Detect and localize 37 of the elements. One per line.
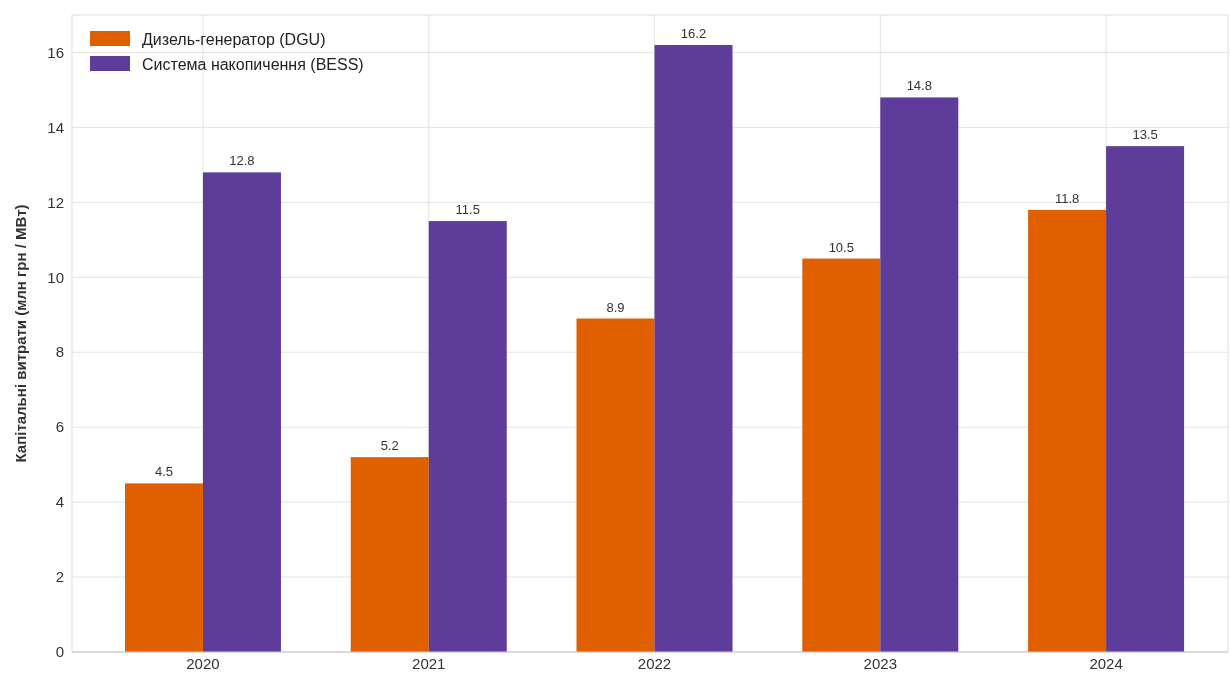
bar: [350, 457, 429, 652]
legend-label: Дизель-генератор (DGU): [142, 30, 326, 48]
bar: [1028, 209, 1107, 652]
bar: [654, 44, 733, 652]
bar: [428, 221, 507, 652]
y-tick-label: 2: [55, 568, 64, 586]
x-tick-label: 2023: [863, 655, 897, 672]
data-label: 11.5: [455, 202, 480, 218]
y-tick-label: 12: [47, 193, 64, 211]
data-label: 10.5: [828, 239, 854, 255]
y-tick-label: 10: [47, 268, 64, 286]
bar: [1106, 146, 1185, 652]
y-tick-label: 16: [47, 43, 64, 61]
data-label: 8.9: [606, 299, 625, 315]
data-label: 5.2: [380, 438, 399, 454]
data-label: 16.2: [680, 25, 707, 41]
y-tick-label: 0: [55, 643, 64, 661]
y-tick-label: 4: [55, 493, 64, 511]
bar: [880, 97, 959, 652]
data-label: 14.8: [906, 78, 932, 94]
legend-label: Система накопичення (BESS): [142, 55, 364, 73]
data-label: 4.5: [154, 464, 173, 480]
data-label: 11.8: [1054, 190, 1080, 206]
x-tick-label: 2021: [412, 655, 446, 672]
y-axis-title: Капітальні витрати (млн грн / МВт): [12, 204, 29, 463]
y-tick-label: 14: [47, 118, 64, 136]
bar: [124, 483, 203, 652]
y-tick-label: 6: [55, 418, 64, 436]
x-tick-label: 2024: [1089, 655, 1123, 672]
x-tick-label: 2022: [637, 655, 672, 672]
bar: [202, 172, 281, 652]
bar: [576, 318, 655, 652]
x-tick-label: 2020: [186, 655, 220, 672]
data-label: 12.8: [229, 153, 255, 169]
data-label: 13.5: [1132, 127, 1158, 143]
y-tick-label: 8: [55, 343, 64, 361]
bar: [802, 258, 881, 652]
